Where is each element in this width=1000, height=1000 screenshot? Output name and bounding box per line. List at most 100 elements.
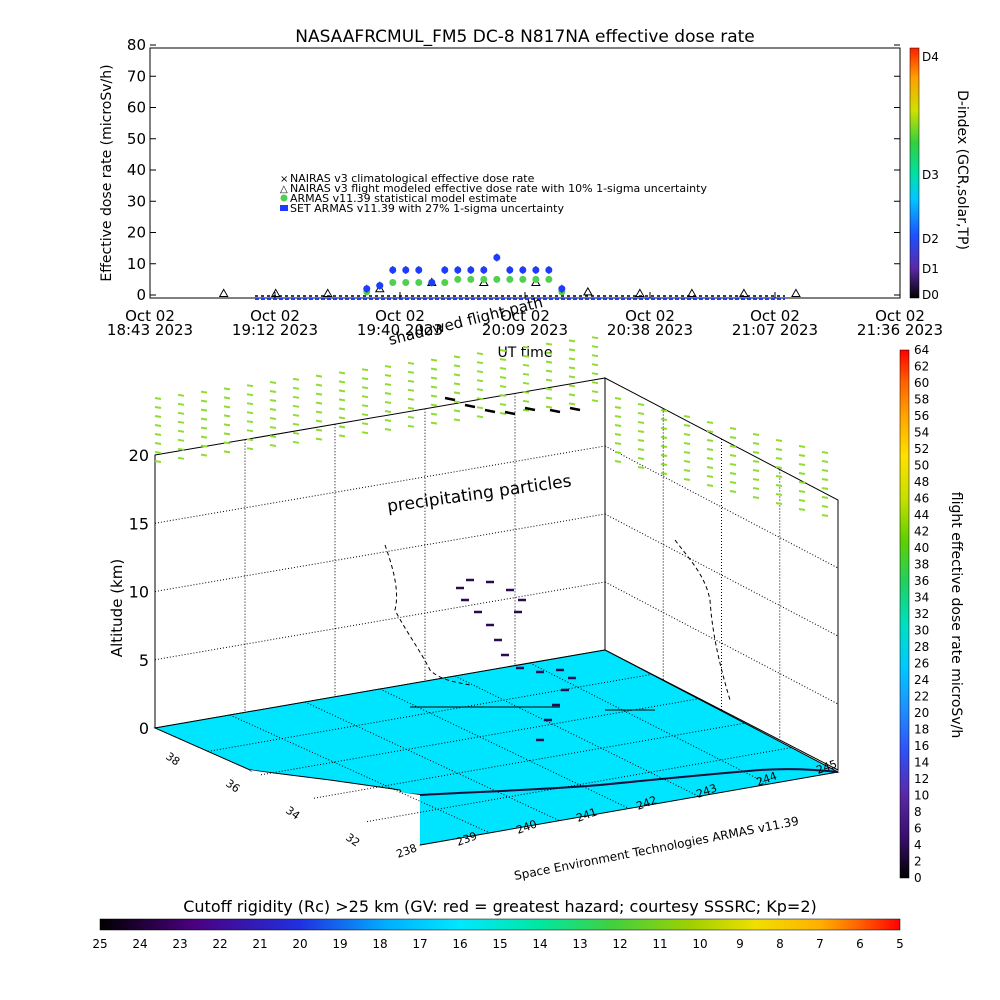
nairas-flight-point xyxy=(270,288,281,297)
precip-dash xyxy=(384,428,392,431)
top-x-tick-label-time: 21:36 2023 xyxy=(857,321,943,339)
precip-dash xyxy=(637,403,645,406)
precip-dash xyxy=(499,349,507,352)
top-x-tick-label-time: 19:12 2023 xyxy=(232,321,318,339)
dose-colorbar-tick-label: 50 xyxy=(914,459,929,473)
set-armas-point xyxy=(389,266,397,274)
precip-dash xyxy=(821,505,829,508)
precip-dash xyxy=(384,410,392,413)
precip-dash xyxy=(246,402,254,406)
precip-dash xyxy=(200,444,208,448)
precip-dash xyxy=(246,438,254,442)
shadow-path-dash xyxy=(464,403,476,409)
precip-dash xyxy=(315,410,323,414)
precip-dash xyxy=(752,433,760,436)
precip-dash xyxy=(177,411,185,415)
altitude-tick-label: 0 xyxy=(139,719,149,738)
set-armas-point xyxy=(376,282,384,290)
precip-dash xyxy=(361,404,369,408)
precip-dash xyxy=(729,454,737,457)
dose-colorbar-tick-label: 4 xyxy=(914,838,922,852)
precip-dash xyxy=(315,383,323,387)
dose-colorbar-tick-label: 44 xyxy=(914,508,929,522)
precip-dash xyxy=(522,390,530,394)
precip-dash xyxy=(821,469,829,472)
precip-dash xyxy=(522,372,530,376)
top-y-tick-label: 0 xyxy=(136,286,146,304)
precip-dash xyxy=(246,393,254,397)
top-x-tick-label-date: Oct 02 xyxy=(500,307,550,325)
precip-dash xyxy=(177,420,185,424)
legend-marker-nairas-flight: △ xyxy=(280,184,288,195)
precip-dash xyxy=(223,414,231,418)
legend-nairas-clim: NAIRAS v3 climatological effective dose … xyxy=(290,172,535,185)
rc-colorbar-ticks: 25 24 23 22 21 20 19 18 17 16 15 14 13 12 11 10 9 8 7 6 5 xyxy=(92,937,903,951)
nairas-flight-point xyxy=(582,286,593,296)
rc-colorbar-label: Cutoff rigidity (Rc) >25 km (GV: red = g… xyxy=(183,897,817,916)
precip-dash xyxy=(798,454,806,457)
precip-dash xyxy=(430,412,438,416)
precip-dash xyxy=(522,354,530,358)
precip-dash xyxy=(315,419,323,423)
top-y-tick-label: 50 xyxy=(127,130,146,148)
wall-grid-line xyxy=(604,513,839,637)
shadow-path-dash xyxy=(524,406,536,412)
dose-colorbar-tick-label: 22 xyxy=(914,690,929,704)
precip-dash xyxy=(338,389,346,393)
precip-dash xyxy=(269,390,277,393)
precip-dash xyxy=(361,377,369,381)
dose-colorbar-label: flight effective dose rate microSv/h xyxy=(948,492,964,738)
precip-dash xyxy=(798,463,806,466)
top-y-tick-label: 10 xyxy=(127,255,146,273)
precip-dash xyxy=(292,404,300,408)
rc-colorbar-group: Cutoff rigidity (Rc) >25 km (GV: red = g… xyxy=(92,897,903,951)
dose-colorbar-tick-label: 64 xyxy=(914,343,929,357)
dose-colorbar-tick-label: 24 xyxy=(914,673,929,687)
precip-dash xyxy=(798,499,806,502)
precip-dash xyxy=(154,406,162,409)
nairas-flight-point xyxy=(218,288,229,297)
precip-dash xyxy=(407,424,415,428)
precip-dash xyxy=(154,397,162,400)
precip-dash xyxy=(821,514,829,517)
top-x-tick-label-date: Oct 02 xyxy=(125,307,175,325)
precip-dash xyxy=(246,411,254,415)
set-armas-point xyxy=(532,266,540,274)
set-armas-point xyxy=(467,266,475,274)
precip-dash xyxy=(499,412,507,415)
precip-dash xyxy=(338,380,346,384)
precip-dash xyxy=(706,457,714,460)
precipitating-particles-dashes xyxy=(154,336,829,517)
precip-dash xyxy=(591,399,599,403)
precip-dash xyxy=(338,407,346,411)
dose-colorbar-ticks: 0246810121416182022242628303234363840424… xyxy=(914,343,929,885)
top-x-tick-label-date: Oct 02 xyxy=(625,307,675,325)
precip-dash xyxy=(821,496,829,499)
precip-dash xyxy=(315,374,323,378)
precip-dash xyxy=(223,432,231,436)
precip-dash xyxy=(200,435,208,439)
precip-dash xyxy=(223,387,231,391)
d-index-tick-d3: D3 xyxy=(922,168,939,182)
precip-dash xyxy=(591,381,599,385)
rc-colorbar-tick-label: 21 xyxy=(252,937,267,951)
precip-dash xyxy=(223,423,231,427)
precip-dash xyxy=(798,445,806,448)
altitude-ticks: 0 5 10 15 20 xyxy=(129,446,149,738)
precip-dash xyxy=(407,415,415,419)
precip-dash xyxy=(522,399,530,403)
precip-dash xyxy=(453,409,461,413)
precip-dash xyxy=(269,399,277,402)
precip-dash xyxy=(430,385,438,389)
precip-dash xyxy=(223,441,231,445)
dose-colorbar-tick-label: 32 xyxy=(914,607,929,621)
precip-dash xyxy=(269,408,277,411)
precip-dash xyxy=(729,472,737,475)
d-index-tick-d2: D2 xyxy=(922,232,939,246)
precip-dash xyxy=(568,348,576,352)
set-armas-point xyxy=(441,266,449,274)
precip-dash xyxy=(338,371,346,375)
